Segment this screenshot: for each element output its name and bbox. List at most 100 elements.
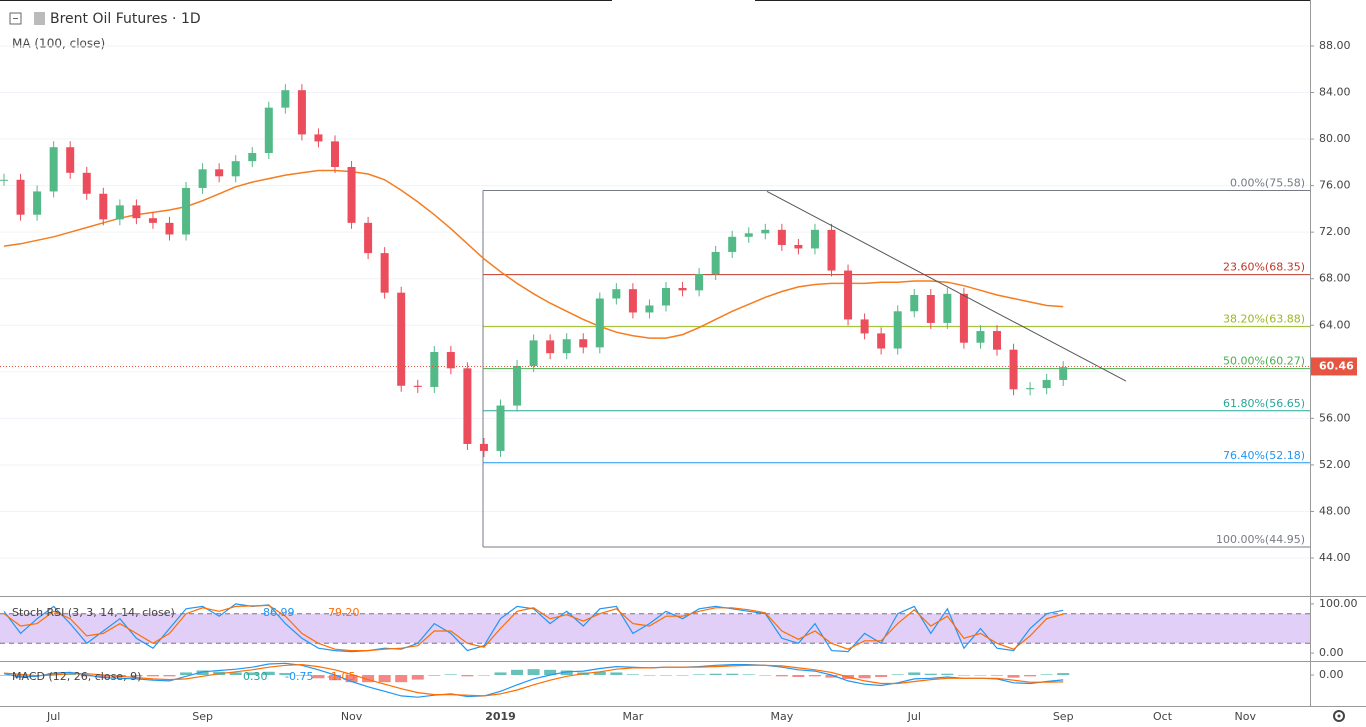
last-price-tag [1311, 357, 1357, 376]
legend-value: 79.20 [328, 606, 360, 619]
histogram-bar [163, 675, 176, 677]
candle [562, 339, 571, 354]
candle [976, 331, 985, 343]
histogram-bar [97, 675, 110, 678]
y-tick-label: 68.00 [1319, 272, 1351, 285]
candle [893, 311, 902, 349]
histogram-bar [1057, 673, 1070, 676]
candle [860, 319, 869, 334]
x-tick-label: Oct [1153, 710, 1173, 723]
histogram-bar [279, 673, 292, 676]
histogram-bar [428, 675, 441, 676]
y-tick-label: 0.00 [1319, 646, 1344, 659]
y-tick-label: 64.00 [1319, 318, 1351, 331]
candle [529, 340, 538, 366]
symbol-icon [34, 12, 45, 25]
histogram-bar [593, 671, 606, 676]
candle [926, 294, 935, 323]
histogram-bar [941, 673, 954, 676]
macd-line [3, 663, 1064, 697]
histogram-bar [329, 675, 341, 681]
candle [1059, 367, 1068, 380]
histogram-bar [924, 673, 937, 676]
histogram-bar [64, 673, 77, 676]
histogram-bar [1040, 674, 1053, 676]
fib-label: 76.40%(52.18) [1223, 449, 1305, 462]
oscillator-line [3, 603, 1064, 653]
histogram-bar [891, 674, 904, 676]
candle [678, 288, 687, 291]
candle [1009, 349, 1018, 390]
candle [115, 205, 124, 220]
y-tick-label: 100.00 [1319, 597, 1358, 610]
y-tick-label: 0.00 [1319, 668, 1344, 681]
candle [628, 289, 637, 313]
histogram-bar [295, 675, 308, 676]
histogram-bar [775, 675, 788, 677]
indicator-label: MA (100, close) [12, 37, 105, 51]
histogram-bar [908, 672, 921, 676]
x-tick-label: Sep [1053, 710, 1074, 723]
histogram-bar [742, 674, 755, 676]
candle [1042, 379, 1051, 389]
histogram-bar [180, 672, 193, 676]
histogram-bar [875, 675, 888, 677]
x-tick-label: Mar [623, 710, 644, 723]
candle [662, 288, 670, 306]
histogram-bar [196, 670, 209, 676]
candle [827, 229, 836, 271]
histogram-bar [262, 671, 275, 676]
candle [794, 244, 803, 249]
y-tick-label: 80.00 [1319, 132, 1351, 145]
candle [695, 274, 704, 291]
histogram-bar [825, 675, 838, 678]
candle [744, 233, 753, 237]
legend-value: 86.99 [263, 606, 295, 619]
candle [264, 107, 273, 154]
x-tick-label: May [770, 710, 793, 723]
x-tick-label: Nov [341, 710, 363, 723]
histogram-bar [1024, 675, 1037, 677]
candle [231, 161, 240, 177]
candle [215, 169, 224, 177]
y-tick-label: 48.00 [1319, 504, 1351, 517]
y-tick-label: 56.00 [1319, 411, 1351, 424]
histogram-bar [246, 672, 259, 676]
candle [148, 218, 157, 223]
candle [49, 147, 58, 192]
x-tick-label: Sep [192, 710, 213, 723]
candle [99, 193, 108, 220]
x-tick-label: Jul [907, 710, 921, 723]
histogram-bar [957, 675, 970, 676]
band-fill [0, 613, 1310, 644]
candle [165, 222, 174, 235]
legend-value: -0.75 [285, 670, 313, 683]
collapse-icon[interactable] [9, 12, 22, 25]
y-tick-label: 88.00 [1319, 39, 1351, 52]
candle [380, 253, 389, 293]
x-tick-label: Nov [1235, 710, 1257, 723]
settings-icon[interactable] [1333, 710, 1345, 722]
candle [943, 293, 952, 323]
histogram-bar [511, 669, 524, 676]
histogram-bar [858, 675, 871, 679]
candle [1026, 388, 1035, 390]
candle [993, 331, 1001, 350]
candle [182, 187, 191, 235]
histogram-bar [974, 675, 987, 676]
y-tick-label: 72.00 [1319, 225, 1351, 238]
histogram-bar [146, 675, 159, 677]
candle [0, 179, 8, 181]
histogram-bar [610, 672, 623, 676]
histogram-bar [660, 675, 672, 676]
candle [446, 352, 455, 369]
histogram-bar [130, 675, 143, 677]
candle [347, 166, 356, 223]
y-tick-label: 84.00 [1319, 86, 1351, 99]
fib-label: 0.00%(75.58) [1230, 176, 1305, 189]
candle [777, 229, 786, 245]
trend-line [766, 190, 1127, 382]
y-tick-label: 44.00 [1319, 551, 1351, 564]
